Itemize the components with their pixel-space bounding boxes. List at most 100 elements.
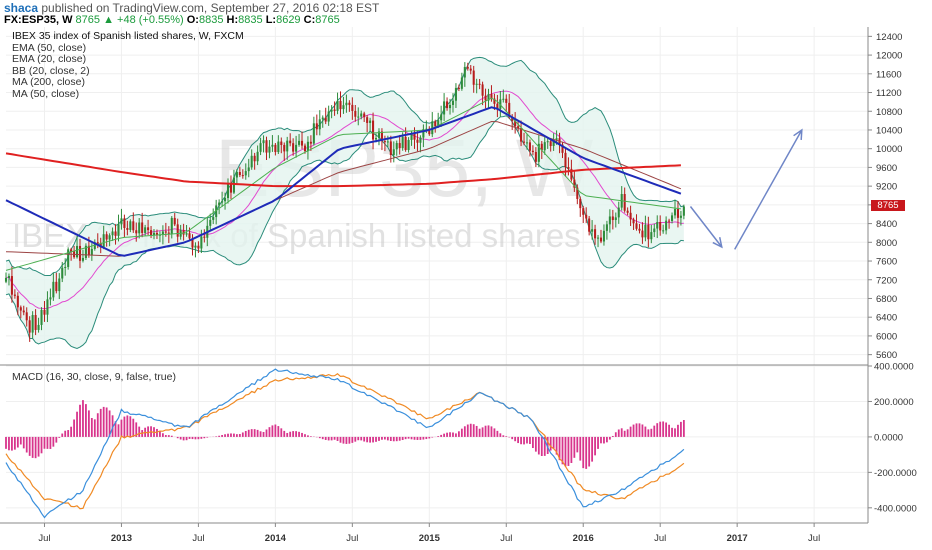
histogram-bar <box>25 436 28 453</box>
down-arrow <box>689 206 723 249</box>
candle <box>342 96 345 114</box>
candle <box>682 204 685 220</box>
macd-legend[interactable]: MACD (16, 30, close, 9, false, true) <box>12 371 176 383</box>
histogram-bar <box>378 436 380 441</box>
histogram-bar <box>93 419 96 437</box>
histogram-bar <box>156 428 158 437</box>
time-tick-label: 2016 <box>573 533 594 544</box>
candle <box>194 242 197 258</box>
histogram-bar <box>641 424 644 437</box>
candle <box>534 147 537 167</box>
candle <box>52 272 55 301</box>
candle <box>309 135 312 151</box>
macd-tick-label: -400.0000 <box>874 503 917 514</box>
histogram-bar <box>295 431 297 437</box>
time-tick-label: 2017 <box>727 533 748 544</box>
histogram-bar <box>58 436 61 438</box>
author-name[interactable]: shaca <box>4 1 39 15</box>
candle <box>265 136 268 160</box>
candle <box>505 94 508 113</box>
price-tick-label: 9600 <box>876 163 897 174</box>
histogram-bar <box>5 436 7 449</box>
candle <box>588 216 591 236</box>
histogram-bar <box>463 426 466 437</box>
histogram-bar <box>502 435 505 437</box>
candle <box>10 266 13 303</box>
histogram-bar <box>253 429 256 437</box>
histogram-bar <box>419 436 422 440</box>
candle <box>289 133 292 147</box>
legend-ema20[interactable]: EMA (20, close) <box>12 53 87 66</box>
histogram-bar <box>82 400 84 437</box>
histogram-bar <box>576 436 579 453</box>
low-label: L: <box>265 14 277 26</box>
candle <box>259 137 262 156</box>
histogram-bar <box>206 436 209 438</box>
histogram-bar <box>493 428 496 437</box>
price-tick-label: 8400 <box>876 219 897 230</box>
time-tick-label: 2014 <box>265 533 287 544</box>
histogram-bar <box>333 436 336 440</box>
price-tick-label: 12000 <box>876 51 902 62</box>
candle <box>451 93 455 113</box>
histogram-bar <box>176 436 179 439</box>
candle <box>292 138 295 156</box>
histogram-bar <box>677 424 679 437</box>
candle <box>392 141 395 163</box>
legend-ma50[interactable]: MA (50, close) <box>12 87 80 100</box>
candle <box>203 229 206 243</box>
histogram-bar <box>120 419 123 437</box>
candle <box>490 85 493 102</box>
candle <box>144 224 147 236</box>
high-value: 8835 <box>238 14 263 26</box>
histogram-bar <box>40 436 43 454</box>
histogram-bar <box>64 430 67 437</box>
histogram-bar <box>570 436 573 463</box>
histogram-bar <box>381 436 383 440</box>
histogram-bar <box>99 408 102 437</box>
candle <box>469 65 472 75</box>
price-tick-label: 7600 <box>876 257 897 268</box>
histogram-bar <box>472 424 475 437</box>
price-tick-label: 5600 <box>876 350 897 361</box>
histogram-bar <box>280 428 283 437</box>
candle <box>549 139 552 152</box>
candle <box>366 115 369 133</box>
histogram-bar <box>671 427 673 437</box>
histogram-bar <box>96 413 99 437</box>
candle <box>155 229 159 239</box>
candle <box>605 220 608 240</box>
published-text: published on TradingView.com, September … <box>41 1 380 15</box>
histogram-bar <box>549 436 552 451</box>
histogram-bar <box>475 425 478 437</box>
candle <box>40 307 43 331</box>
legend-bb[interactable]: BB (20, close, 2) <box>12 64 90 77</box>
candle <box>463 62 466 87</box>
candle <box>221 191 224 208</box>
histogram-bar <box>496 430 499 437</box>
candle <box>58 273 61 300</box>
histogram-bar <box>87 410 90 437</box>
candle <box>31 311 34 339</box>
histogram-bar <box>366 436 369 443</box>
candle <box>135 222 138 242</box>
legend-ma200[interactable]: MA (200, close) <box>12 76 85 89</box>
histogram-bar <box>132 418 135 437</box>
histogram-bar <box>70 426 73 437</box>
histogram-bar <box>235 434 238 437</box>
candle <box>369 117 372 131</box>
candle <box>665 216 668 235</box>
candle <box>662 224 665 234</box>
candle <box>150 226 153 239</box>
legend-ema50[interactable]: EMA (50, close) <box>12 41 87 54</box>
histogram-bar <box>301 432 303 437</box>
histogram-bar <box>215 436 218 437</box>
histogram-bar <box>437 436 440 437</box>
candle <box>608 209 611 233</box>
candle <box>306 136 309 160</box>
candle <box>599 229 603 244</box>
candle <box>318 110 321 136</box>
histogram-bar <box>567 436 570 466</box>
candle <box>324 107 327 125</box>
histogram-bar <box>55 436 58 443</box>
